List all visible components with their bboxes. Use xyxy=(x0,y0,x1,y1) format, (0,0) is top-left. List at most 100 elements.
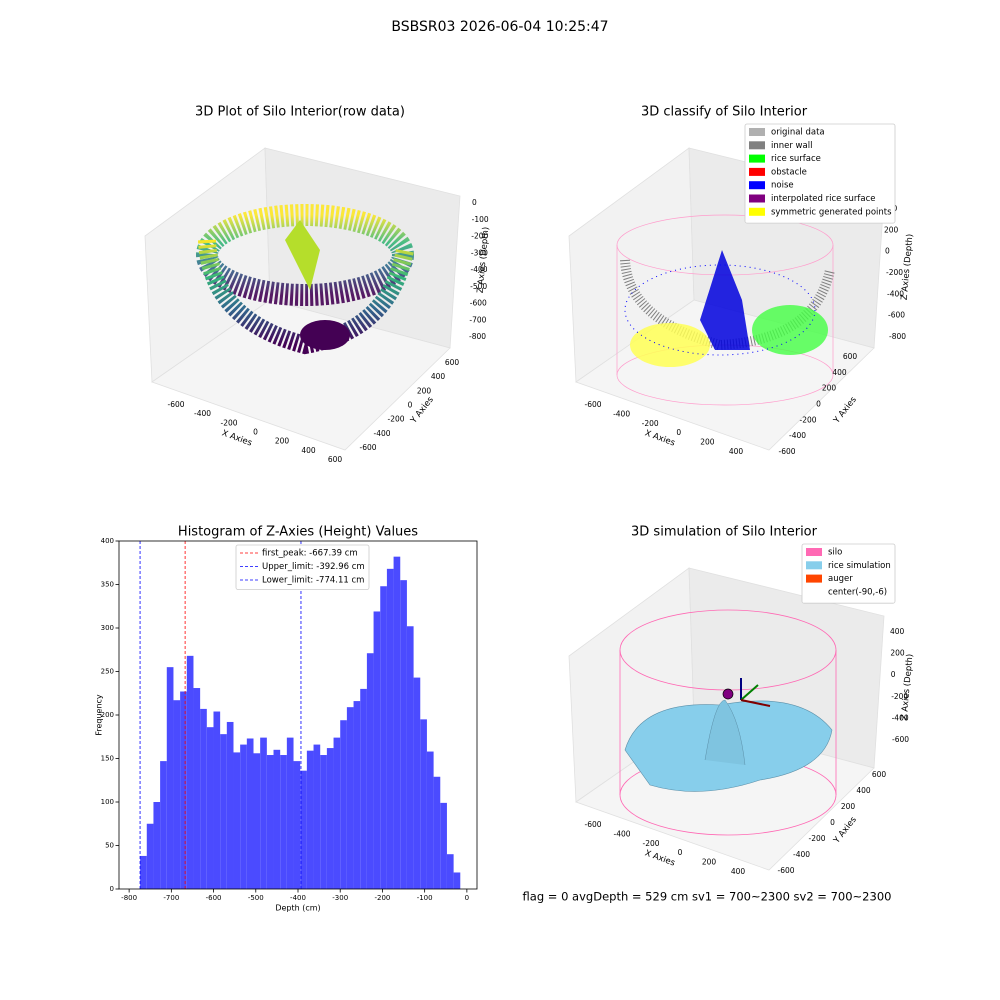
bar xyxy=(340,720,347,889)
y-tick-label: 400 xyxy=(431,372,446,381)
bar xyxy=(353,701,361,889)
z-tick-label: 200 xyxy=(890,649,905,658)
y-tick-label: 600 xyxy=(872,770,887,779)
legend-swatch xyxy=(749,141,765,150)
bar xyxy=(333,737,341,889)
legend-label: rice surface xyxy=(771,154,821,164)
z-tick-label: -200 xyxy=(886,268,903,277)
y-tick-label: 250 xyxy=(101,668,114,676)
bar xyxy=(413,677,421,889)
y-tick-label: 200 xyxy=(822,384,837,393)
bar xyxy=(193,688,201,889)
bar xyxy=(220,734,227,889)
legend-label: Lower_limit: -774.11 cm xyxy=(262,576,364,586)
y-tick-label: 0 xyxy=(816,400,821,409)
y-tick-label: 50 xyxy=(105,842,114,850)
bar xyxy=(306,750,314,889)
x-tick-label: 200 xyxy=(700,438,715,447)
y-axis-label: Y Axies xyxy=(831,815,859,847)
legend-swatch xyxy=(749,181,765,190)
bar xyxy=(146,823,154,889)
bar xyxy=(300,770,307,889)
bar xyxy=(440,802,447,889)
bar xyxy=(286,737,294,889)
y-tick-label: 300 xyxy=(101,624,114,632)
bar xyxy=(313,744,321,889)
bar xyxy=(253,753,261,889)
bar xyxy=(326,748,334,889)
bar xyxy=(180,691,187,889)
x-tick-label: 0 xyxy=(465,894,469,902)
x-tick-label: 200 xyxy=(702,858,717,867)
bar xyxy=(453,872,461,889)
legend-label: rice simulation xyxy=(828,561,891,571)
bar xyxy=(246,738,254,889)
x-tick-label: -500 xyxy=(248,894,264,902)
bar xyxy=(186,655,194,889)
z-tick-label: -800 xyxy=(469,332,486,341)
classified-cloud xyxy=(616,214,835,406)
z-tick-label: -600 xyxy=(888,311,905,320)
z-tick-label: -400 xyxy=(892,713,909,722)
bar xyxy=(386,568,394,889)
bar xyxy=(206,727,214,889)
y-tick-label: 200 xyxy=(101,711,114,719)
legend-label: original data xyxy=(771,128,825,138)
y-tick-label: -400 xyxy=(373,429,390,438)
x-tick-label: -700 xyxy=(163,894,179,902)
bar xyxy=(153,802,161,889)
x-tick-label: 600 xyxy=(328,455,343,464)
z-axis-label: Z Axies (Depth) xyxy=(900,653,916,720)
bar xyxy=(240,744,247,889)
x-tick-label: 400 xyxy=(301,446,316,455)
bar xyxy=(406,626,414,889)
x-tick-label: -200 xyxy=(642,419,659,428)
z-tick-label: -400 xyxy=(471,265,488,274)
bar xyxy=(260,737,267,889)
bar xyxy=(280,755,287,889)
bar xyxy=(360,688,367,889)
legend-swatch xyxy=(806,561,822,570)
y-tick-label: 600 xyxy=(445,358,460,367)
bar xyxy=(233,752,241,889)
z-tick-label: -200 xyxy=(891,692,908,701)
y-tick-label: -600 xyxy=(359,443,376,452)
legend-swatch xyxy=(806,548,822,556)
bar xyxy=(346,707,354,889)
bar xyxy=(293,761,301,889)
z-tick-label: 0 xyxy=(885,247,890,256)
bar xyxy=(140,855,147,889)
chart-title: Histogram of Z-Axies (Height) Values xyxy=(178,525,418,540)
legend-label: Upper_limit: -392.96 cm xyxy=(262,562,365,572)
z-tick-label: -700 xyxy=(469,315,486,324)
suptitle: BSBSR03 2026-06-04 10:25:47 xyxy=(391,19,608,35)
x-tick-label: -100 xyxy=(417,894,433,902)
z-tick-label: 0 xyxy=(891,670,896,679)
bar xyxy=(213,711,221,889)
bar xyxy=(200,708,207,889)
bar xyxy=(173,700,181,889)
legend-box xyxy=(235,544,370,590)
bar xyxy=(393,556,401,889)
y-tick-label: 350 xyxy=(101,581,114,589)
x-tick-label: -400 xyxy=(290,894,306,902)
x-tick-label: 400 xyxy=(729,447,744,456)
legend-swatch xyxy=(749,128,765,136)
y-tick-label: -600 xyxy=(778,447,795,456)
x-axis-label: X Axies xyxy=(643,428,676,448)
y-tick-label: -200 xyxy=(799,415,816,424)
x-tick-label: -600 xyxy=(584,400,601,409)
legend-label: silo xyxy=(828,548,842,558)
z-tick-label: -400 xyxy=(887,289,904,298)
z-axis-label: Z Axies (Depth) xyxy=(900,233,916,300)
bar xyxy=(433,776,441,889)
y-tick-label: 400 xyxy=(832,368,847,377)
bar xyxy=(380,586,387,889)
y-axis-label: Y Axies xyxy=(831,395,859,427)
bar xyxy=(226,721,234,889)
x-tick-label: 0 xyxy=(676,428,681,437)
x-tick-label: -600 xyxy=(584,820,601,829)
chart-title: 3D Plot of Silo Interior(row data) xyxy=(195,105,405,120)
x-tick-label: -800 xyxy=(121,894,137,902)
y-tick-label: -200 xyxy=(387,415,404,424)
